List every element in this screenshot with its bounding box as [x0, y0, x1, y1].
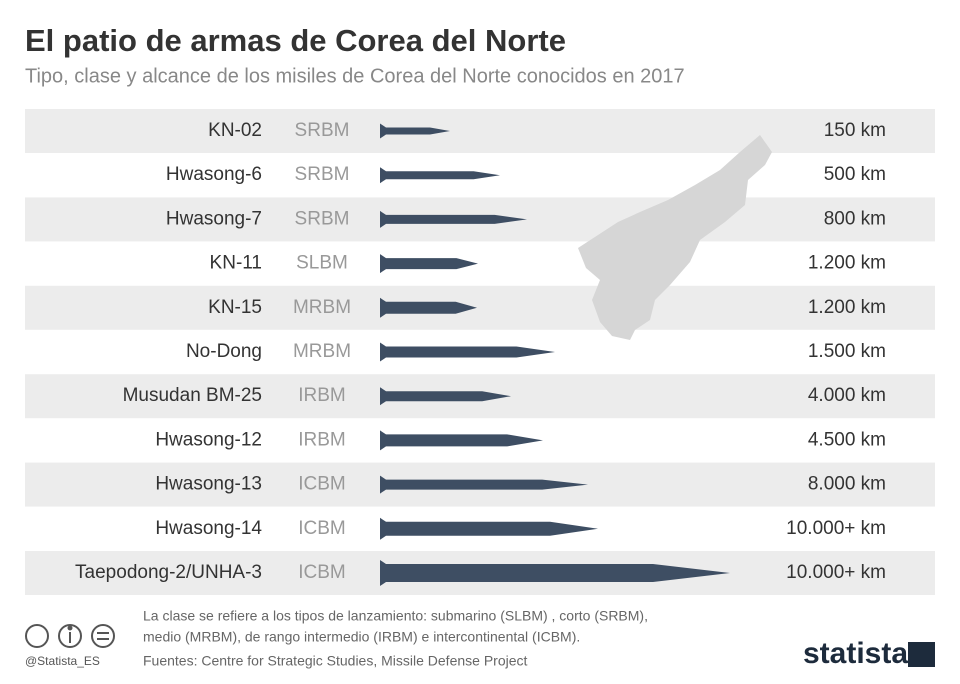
map	[578, 135, 772, 340]
missile-class: ICBM	[298, 518, 346, 539]
brand: statista	[803, 637, 908, 670]
missile-class: SLBM	[296, 253, 348, 274]
missile-range: 4.000 km	[808, 385, 886, 406]
note: La clase se refiere a los tipos de lanza…	[143, 608, 648, 624]
row-band	[25, 285, 935, 330]
missile-name: Musudan BM-25	[123, 385, 262, 406]
missile-name: Hwasong-7	[166, 208, 262, 229]
missile-icon	[380, 297, 477, 318]
missile-range: 10.000+ km	[786, 518, 886, 539]
missile-class: MRBM	[293, 297, 351, 318]
missile-name: KN-15	[208, 297, 262, 318]
missile-class: SRBM	[295, 164, 350, 185]
missile-range: 10.000+ km	[786, 562, 886, 583]
missile-name: KN-11	[210, 253, 262, 274]
missile-class: MRBM	[293, 341, 351, 362]
missile-range: 1.200 km	[808, 253, 886, 274]
missile-class: ICBM	[298, 562, 346, 583]
missile-class: IRBM	[298, 385, 346, 406]
missile-name: Taepodong-2/UNHA-3	[75, 562, 262, 583]
missile-range: 500 km	[824, 164, 886, 185]
missile-icon	[380, 254, 478, 274]
missile-name: Hwasong-14	[155, 518, 262, 539]
source: Fuentes: Centre for Strategic Studies, M…	[143, 653, 528, 669]
missile-icon	[380, 560, 730, 586]
missile-name: Hwasong-6	[166, 164, 262, 185]
missile-range: 150 km	[824, 120, 886, 141]
missile-icon	[380, 342, 555, 362]
missile-icon	[380, 430, 543, 451]
title: El patio de armas de Corea del Norte	[25, 23, 566, 58]
missile-range: 8.000 km	[808, 474, 886, 495]
missile-icon	[380, 475, 588, 494]
missile-name: No-Dong	[186, 341, 262, 362]
brand-icon	[908, 642, 935, 667]
missile-icon	[380, 517, 598, 540]
missile-icon	[380, 387, 511, 406]
missile-class: IRBM	[298, 429, 346, 450]
license-icons	[25, 624, 115, 648]
missile-icon	[380, 210, 527, 228]
missile-name: KN-02	[208, 120, 262, 141]
missile-name: Hwasong-13	[155, 474, 262, 495]
row-band	[25, 109, 935, 153]
missile-class: SRBM	[295, 208, 350, 229]
note: medio (MRBM), de rango intermedio (IRBM)…	[143, 629, 580, 645]
missile-class: SRBM	[295, 120, 350, 141]
handle: @Statista_ES	[25, 654, 100, 668]
missile-range: 1.500 km	[808, 341, 886, 362]
missile-range: 1.200 km	[808, 297, 886, 318]
missile-range: 800 km	[824, 208, 886, 229]
missile-class: ICBM	[298, 474, 346, 495]
missile-range: 4.500 km	[808, 429, 886, 450]
missile-icon	[380, 167, 500, 184]
subtitle: Tipo, clase y alcance de los misiles de …	[25, 65, 685, 87]
missile-name: Hwasong-12	[155, 429, 262, 450]
missile-icon	[380, 123, 450, 139]
